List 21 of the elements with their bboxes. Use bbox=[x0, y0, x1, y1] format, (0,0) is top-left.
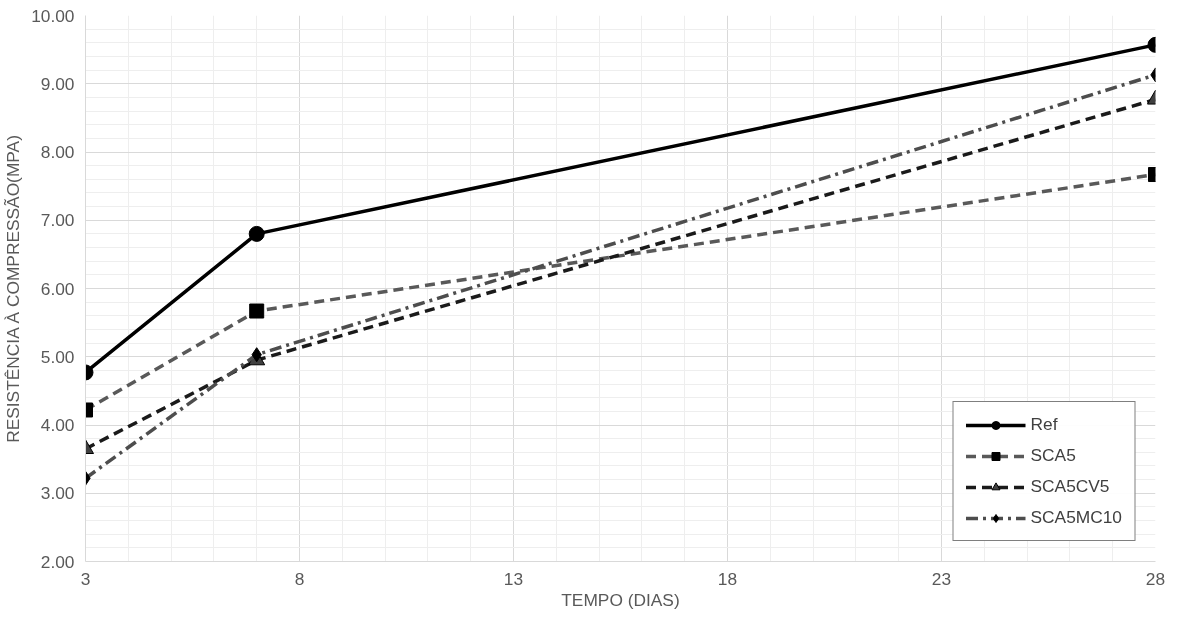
legend-label: Ref bbox=[1030, 414, 1058, 435]
legend-label: SCA5CV5 bbox=[1030, 476, 1110, 497]
y-tick-label: 7.00 bbox=[40, 210, 75, 231]
x-tick-label: 8 bbox=[294, 568, 305, 589]
y-axis-title: RESISTÊNCIA À COMPRESSÃO(MPA) bbox=[3, 135, 24, 443]
x-tick-label: 18 bbox=[717, 568, 738, 589]
x-axis-title: TEMPO (DIAS) bbox=[561, 589, 680, 610]
legend-label: SCA5 bbox=[1030, 445, 1076, 466]
y-tick-label: 9.00 bbox=[40, 73, 75, 94]
x-tick-label: 13 bbox=[503, 568, 524, 589]
y-tick-label: 5.00 bbox=[40, 346, 75, 367]
y-tick-label: 6.00 bbox=[40, 278, 75, 299]
x-tick-label: 23 bbox=[931, 568, 952, 589]
x-tick-label: 28 bbox=[1145, 568, 1166, 589]
y-tick-label: 3.00 bbox=[40, 483, 75, 504]
y-tick-label: 8.00 bbox=[40, 142, 75, 162]
y-tick-label: 4.00 bbox=[40, 415, 75, 435]
y-tick-label: 10.00 bbox=[31, 5, 75, 26]
legend-label: SCA5MC10 bbox=[1030, 507, 1122, 528]
x-tick-label: 3 bbox=[80, 568, 91, 589]
y-tick-label: 2.00 bbox=[40, 551, 75, 572]
